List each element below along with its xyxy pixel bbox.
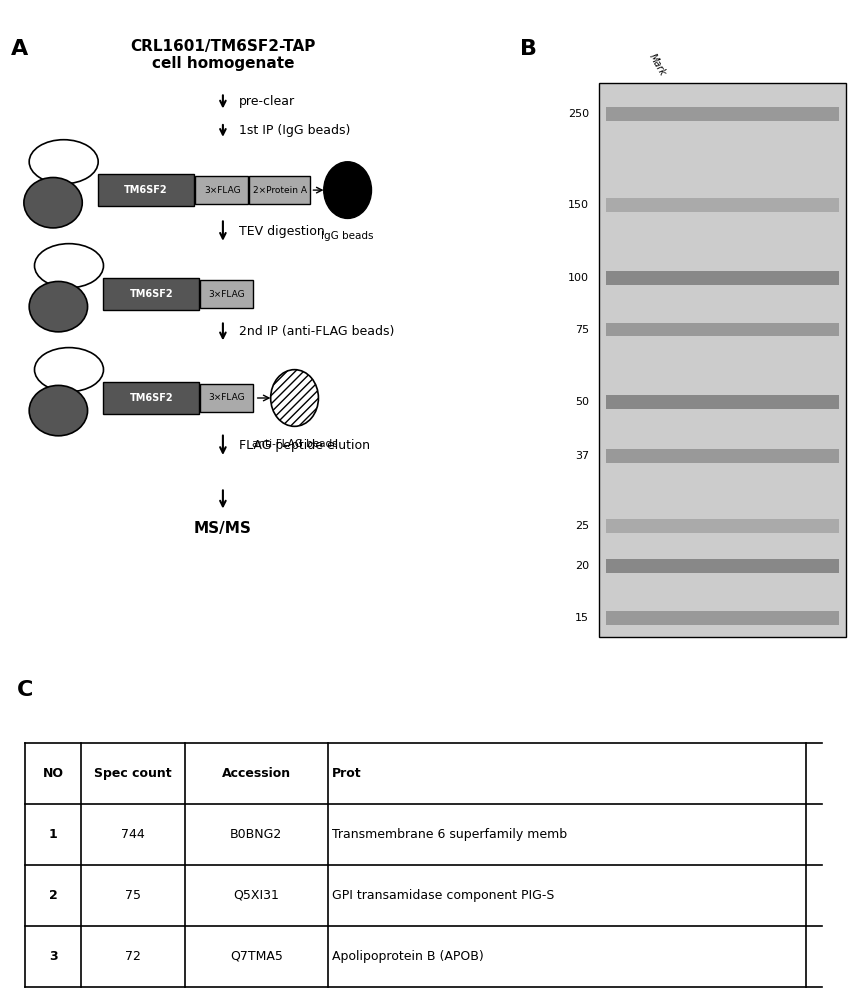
- Text: 1: 1: [49, 828, 57, 841]
- Text: 50: 50: [575, 397, 589, 407]
- Text: C: C: [17, 680, 33, 700]
- Ellipse shape: [34, 348, 104, 392]
- Text: anti-FLAG beads: anti-FLAG beads: [252, 439, 337, 449]
- Text: 2×Protein A: 2×Protein A: [253, 186, 307, 195]
- Text: pre-clear: pre-clear: [239, 95, 295, 108]
- Ellipse shape: [29, 385, 87, 436]
- Text: 2: 2: [49, 889, 57, 902]
- Ellipse shape: [270, 370, 318, 426]
- Text: IgG beads: IgG beads: [321, 231, 374, 241]
- Text: 3×FLAG: 3×FLAG: [205, 186, 241, 195]
- FancyBboxPatch shape: [606, 395, 839, 409]
- FancyBboxPatch shape: [606, 449, 839, 463]
- FancyBboxPatch shape: [200, 280, 253, 308]
- Text: Apolipoprotein B (APOB): Apolipoprotein B (APOB): [332, 950, 484, 963]
- Text: 150: 150: [568, 200, 589, 210]
- Text: Q7TMA5: Q7TMA5: [230, 950, 282, 963]
- FancyBboxPatch shape: [606, 198, 839, 212]
- FancyBboxPatch shape: [104, 382, 199, 414]
- Text: TM6SF2: TM6SF2: [129, 393, 173, 403]
- Text: Prot: Prot: [332, 767, 362, 780]
- FancyBboxPatch shape: [599, 83, 846, 637]
- Text: 1st IP (IgG beads): 1st IP (IgG beads): [239, 124, 350, 137]
- Text: TM6SF2: TM6SF2: [124, 185, 168, 195]
- Text: 250: 250: [568, 109, 589, 119]
- FancyBboxPatch shape: [606, 559, 839, 573]
- Text: 25: 25: [574, 521, 589, 531]
- Ellipse shape: [24, 178, 82, 228]
- FancyBboxPatch shape: [606, 519, 839, 533]
- Text: A: A: [10, 39, 28, 59]
- FancyBboxPatch shape: [606, 323, 839, 336]
- Text: 20: 20: [574, 561, 589, 571]
- FancyBboxPatch shape: [200, 384, 253, 412]
- Text: 3×FLAG: 3×FLAG: [208, 290, 245, 299]
- Text: 3: 3: [49, 950, 57, 963]
- Text: TM6SF2: TM6SF2: [129, 289, 173, 299]
- Text: B: B: [520, 39, 538, 59]
- FancyBboxPatch shape: [606, 271, 839, 285]
- Text: CRL1601/TM6SF2-TAP
cell homogenate: CRL1601/TM6SF2-TAP cell homogenate: [130, 39, 316, 71]
- Text: Spec count: Spec count: [94, 767, 171, 780]
- Text: 72: 72: [125, 950, 140, 963]
- Text: 37: 37: [574, 451, 589, 461]
- FancyBboxPatch shape: [249, 176, 311, 204]
- Text: GPI transamidase component PIG-S: GPI transamidase component PIG-S: [332, 889, 555, 902]
- FancyBboxPatch shape: [104, 278, 199, 310]
- Text: Transmembrane 6 superfamily memb: Transmembrane 6 superfamily memb: [332, 828, 568, 841]
- Text: 15: 15: [575, 613, 589, 623]
- Text: TEV digestion: TEV digestion: [239, 225, 324, 238]
- Ellipse shape: [29, 281, 87, 332]
- Text: Mark: Mark: [647, 51, 668, 77]
- Text: Accession: Accession: [222, 767, 291, 780]
- Ellipse shape: [29, 140, 98, 184]
- Text: 100: 100: [568, 273, 589, 283]
- FancyBboxPatch shape: [606, 107, 839, 121]
- Text: Q5XI31: Q5XI31: [234, 889, 279, 902]
- Text: MS/MS: MS/MS: [194, 521, 252, 536]
- Text: 3×FLAG: 3×FLAG: [208, 393, 245, 402]
- Text: FLAG peptide elution: FLAG peptide elution: [239, 439, 370, 452]
- Ellipse shape: [324, 162, 372, 218]
- Text: 75: 75: [574, 325, 589, 335]
- Text: 75: 75: [125, 889, 140, 902]
- FancyBboxPatch shape: [606, 611, 839, 625]
- Text: NO: NO: [43, 767, 63, 780]
- Ellipse shape: [34, 244, 104, 288]
- FancyBboxPatch shape: [195, 176, 248, 204]
- FancyBboxPatch shape: [98, 174, 193, 206]
- Text: 2nd IP (anti-FLAG beads): 2nd IP (anti-FLAG beads): [239, 325, 395, 338]
- Text: 744: 744: [121, 828, 145, 841]
- Text: B0BNG2: B0BNG2: [230, 828, 282, 841]
